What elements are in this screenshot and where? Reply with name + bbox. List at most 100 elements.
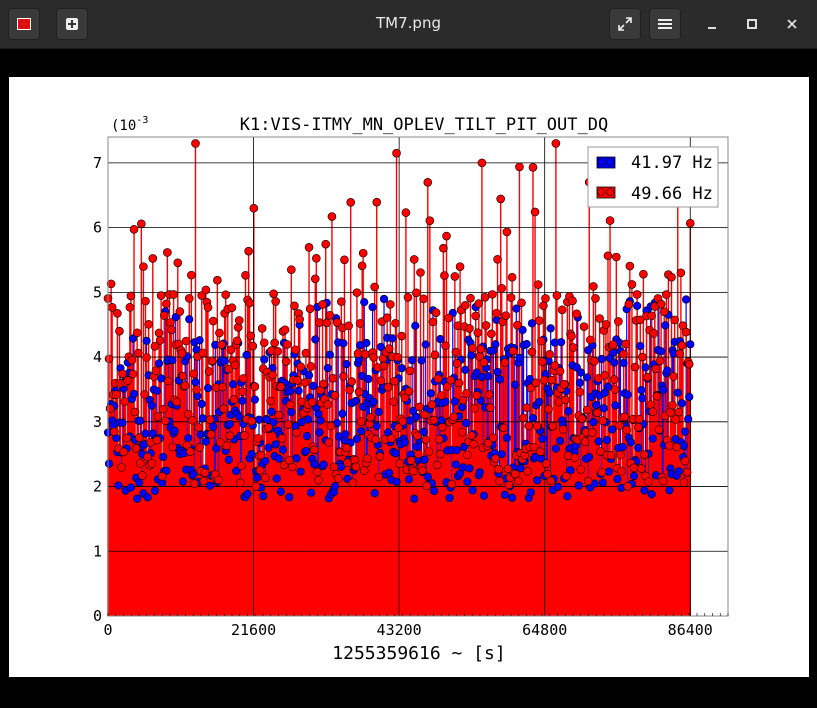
red-point <box>313 467 322 477</box>
blue-point <box>634 443 643 452</box>
blue-point <box>674 467 683 476</box>
red-point <box>133 348 143 358</box>
red-point <box>143 452 152 462</box>
red-point <box>390 376 399 386</box>
red-point <box>244 246 253 256</box>
red-point <box>225 431 235 441</box>
red-point <box>398 417 408 426</box>
red-point <box>600 371 610 380</box>
red-point <box>226 345 236 355</box>
red-point <box>451 347 461 357</box>
blue-point <box>574 481 583 490</box>
red-point <box>480 293 490 302</box>
red-point <box>621 339 630 349</box>
red-point <box>487 329 496 339</box>
red-point <box>455 262 465 271</box>
red-point <box>454 378 464 388</box>
blue-point <box>243 489 252 498</box>
red-point <box>264 423 273 432</box>
red-point <box>332 318 342 327</box>
red-point <box>283 420 293 429</box>
red-point <box>391 318 400 328</box>
red-point <box>440 271 449 280</box>
red-point <box>382 313 392 322</box>
red-point <box>550 361 560 370</box>
plus-icon <box>66 18 78 30</box>
red-point <box>546 476 555 486</box>
blue-point <box>307 488 316 497</box>
blue-point <box>637 386 646 395</box>
red-point <box>395 459 404 468</box>
red-point <box>677 341 687 350</box>
blue-point <box>508 493 517 502</box>
red-point <box>425 216 435 225</box>
blue-point <box>515 353 524 362</box>
red-point <box>601 320 611 329</box>
red-point <box>508 346 518 356</box>
new-tab-button[interactable] <box>56 8 88 40</box>
red-point <box>580 437 590 446</box>
blue-point <box>311 335 320 344</box>
red-point <box>184 294 194 303</box>
blue-point <box>205 481 215 490</box>
red-point <box>339 372 348 381</box>
minimize-button[interactable] <box>700 12 724 36</box>
red-point <box>122 433 132 443</box>
red-point <box>157 472 167 481</box>
x-tick-labels: 0 21600 43200 64800 86400 <box>103 621 712 639</box>
red-point <box>235 478 245 488</box>
blue-point <box>665 486 674 495</box>
blue-point <box>400 438 409 447</box>
blue-point <box>104 459 114 468</box>
blue-point <box>370 489 379 498</box>
blue-point <box>397 364 406 373</box>
red-point <box>619 349 628 359</box>
red-point <box>537 336 546 346</box>
red-point <box>281 357 291 366</box>
red-point <box>624 299 634 309</box>
blue-point <box>189 470 198 479</box>
red-point <box>485 403 495 413</box>
red-point <box>667 272 676 282</box>
app-menu-button[interactable] <box>8 8 40 40</box>
red-point <box>305 304 315 314</box>
red-point <box>547 375 557 385</box>
red-point <box>104 354 114 364</box>
red-point <box>215 328 224 338</box>
menu-button[interactable] <box>649 8 681 40</box>
hamburger-icon <box>658 19 672 29</box>
fullscreen-button[interactable] <box>609 8 641 40</box>
red-point <box>528 162 538 172</box>
blue-point <box>272 474 281 483</box>
red-point <box>180 381 190 390</box>
blue-point <box>209 422 218 431</box>
blue-point <box>379 294 389 304</box>
blue-point <box>608 425 617 434</box>
blue-point <box>450 397 459 406</box>
blue-point <box>372 421 381 431</box>
red-point <box>522 403 532 412</box>
close-button[interactable] <box>780 12 804 36</box>
red-point <box>154 328 164 338</box>
red-point <box>671 415 680 424</box>
maximize-button[interactable] <box>740 12 764 36</box>
blue-point <box>602 435 612 445</box>
axis-ticks <box>107 613 729 616</box>
red-point <box>178 371 188 381</box>
red-point <box>665 441 674 450</box>
red-point <box>191 139 200 148</box>
blue-point <box>420 455 429 464</box>
red-point <box>405 366 415 376</box>
blue-point <box>458 402 467 412</box>
red-point <box>260 473 270 483</box>
blue-point <box>310 460 319 469</box>
red-point <box>337 297 346 306</box>
red-point <box>199 476 209 486</box>
blue-point <box>242 350 251 360</box>
red-point <box>151 366 161 376</box>
red-point <box>484 390 494 399</box>
x-tick-label: 86400 <box>668 621 713 639</box>
blue-point <box>330 482 340 491</box>
blue-point <box>604 467 614 476</box>
blue-point <box>404 475 414 484</box>
